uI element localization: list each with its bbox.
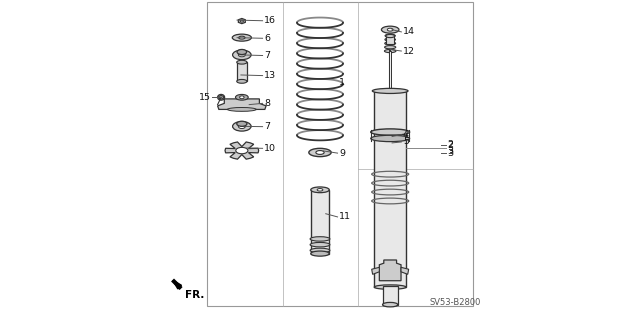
Ellipse shape [317,189,323,191]
Bar [207,2,473,306]
Text: 5: 5 [403,137,409,146]
Bar [383,286,398,305]
Ellipse shape [232,34,252,41]
Ellipse shape [387,28,393,31]
Ellipse shape [238,124,245,129]
Polygon shape [380,260,401,281]
Ellipse shape [385,42,396,45]
Ellipse shape [310,242,330,247]
Ellipse shape [239,96,244,99]
Text: 7: 7 [264,122,270,131]
Bar [237,62,247,81]
Text: 8: 8 [264,99,270,108]
Polygon shape [219,95,223,99]
Bar [387,36,394,44]
Text: 13: 13 [264,71,276,80]
Ellipse shape [374,285,406,289]
Ellipse shape [309,148,331,157]
Text: SV53-B2800: SV53-B2800 [430,298,481,307]
Ellipse shape [371,129,410,135]
Ellipse shape [237,79,247,83]
Ellipse shape [371,135,410,142]
Bar [389,51,392,89]
Polygon shape [173,280,182,289]
Bar [374,91,406,287]
Ellipse shape [239,36,245,39]
Bar [311,190,329,254]
Text: 2: 2 [447,141,454,150]
Ellipse shape [372,88,408,93]
Ellipse shape [385,46,396,49]
Ellipse shape [310,248,330,253]
Ellipse shape [311,187,329,193]
Ellipse shape [237,49,246,55]
Ellipse shape [386,34,395,38]
Text: 1: 1 [339,78,345,87]
Text: 14: 14 [403,27,415,36]
Ellipse shape [240,20,243,22]
Text: FR.: FR. [185,290,204,300]
Ellipse shape [310,237,330,241]
Text: 3: 3 [447,149,454,158]
Ellipse shape [385,49,396,53]
Ellipse shape [381,26,399,33]
Ellipse shape [227,108,256,111]
Text: 7: 7 [264,51,270,60]
Polygon shape [225,142,259,159]
Ellipse shape [237,121,247,126]
Text: 11: 11 [339,212,351,221]
Polygon shape [372,267,380,274]
Ellipse shape [232,122,251,131]
Ellipse shape [316,151,324,154]
Text: 2: 2 [447,140,454,149]
Text: 15: 15 [199,93,211,102]
Text: 6: 6 [264,34,270,43]
Ellipse shape [385,34,396,37]
Ellipse shape [236,94,248,100]
Text: 3: 3 [447,147,454,156]
Text: 4: 4 [403,130,409,139]
Ellipse shape [238,53,245,57]
Text: 16: 16 [264,16,276,25]
Text: 9: 9 [339,149,345,158]
Text: 10: 10 [264,144,276,153]
Polygon shape [218,99,266,109]
Ellipse shape [237,60,247,64]
Ellipse shape [385,38,396,41]
Ellipse shape [218,94,225,100]
Ellipse shape [311,251,329,256]
Ellipse shape [236,147,248,154]
Ellipse shape [383,302,398,307]
Polygon shape [401,267,409,274]
Polygon shape [238,19,245,24]
Ellipse shape [232,50,251,60]
Text: 12: 12 [403,47,415,56]
